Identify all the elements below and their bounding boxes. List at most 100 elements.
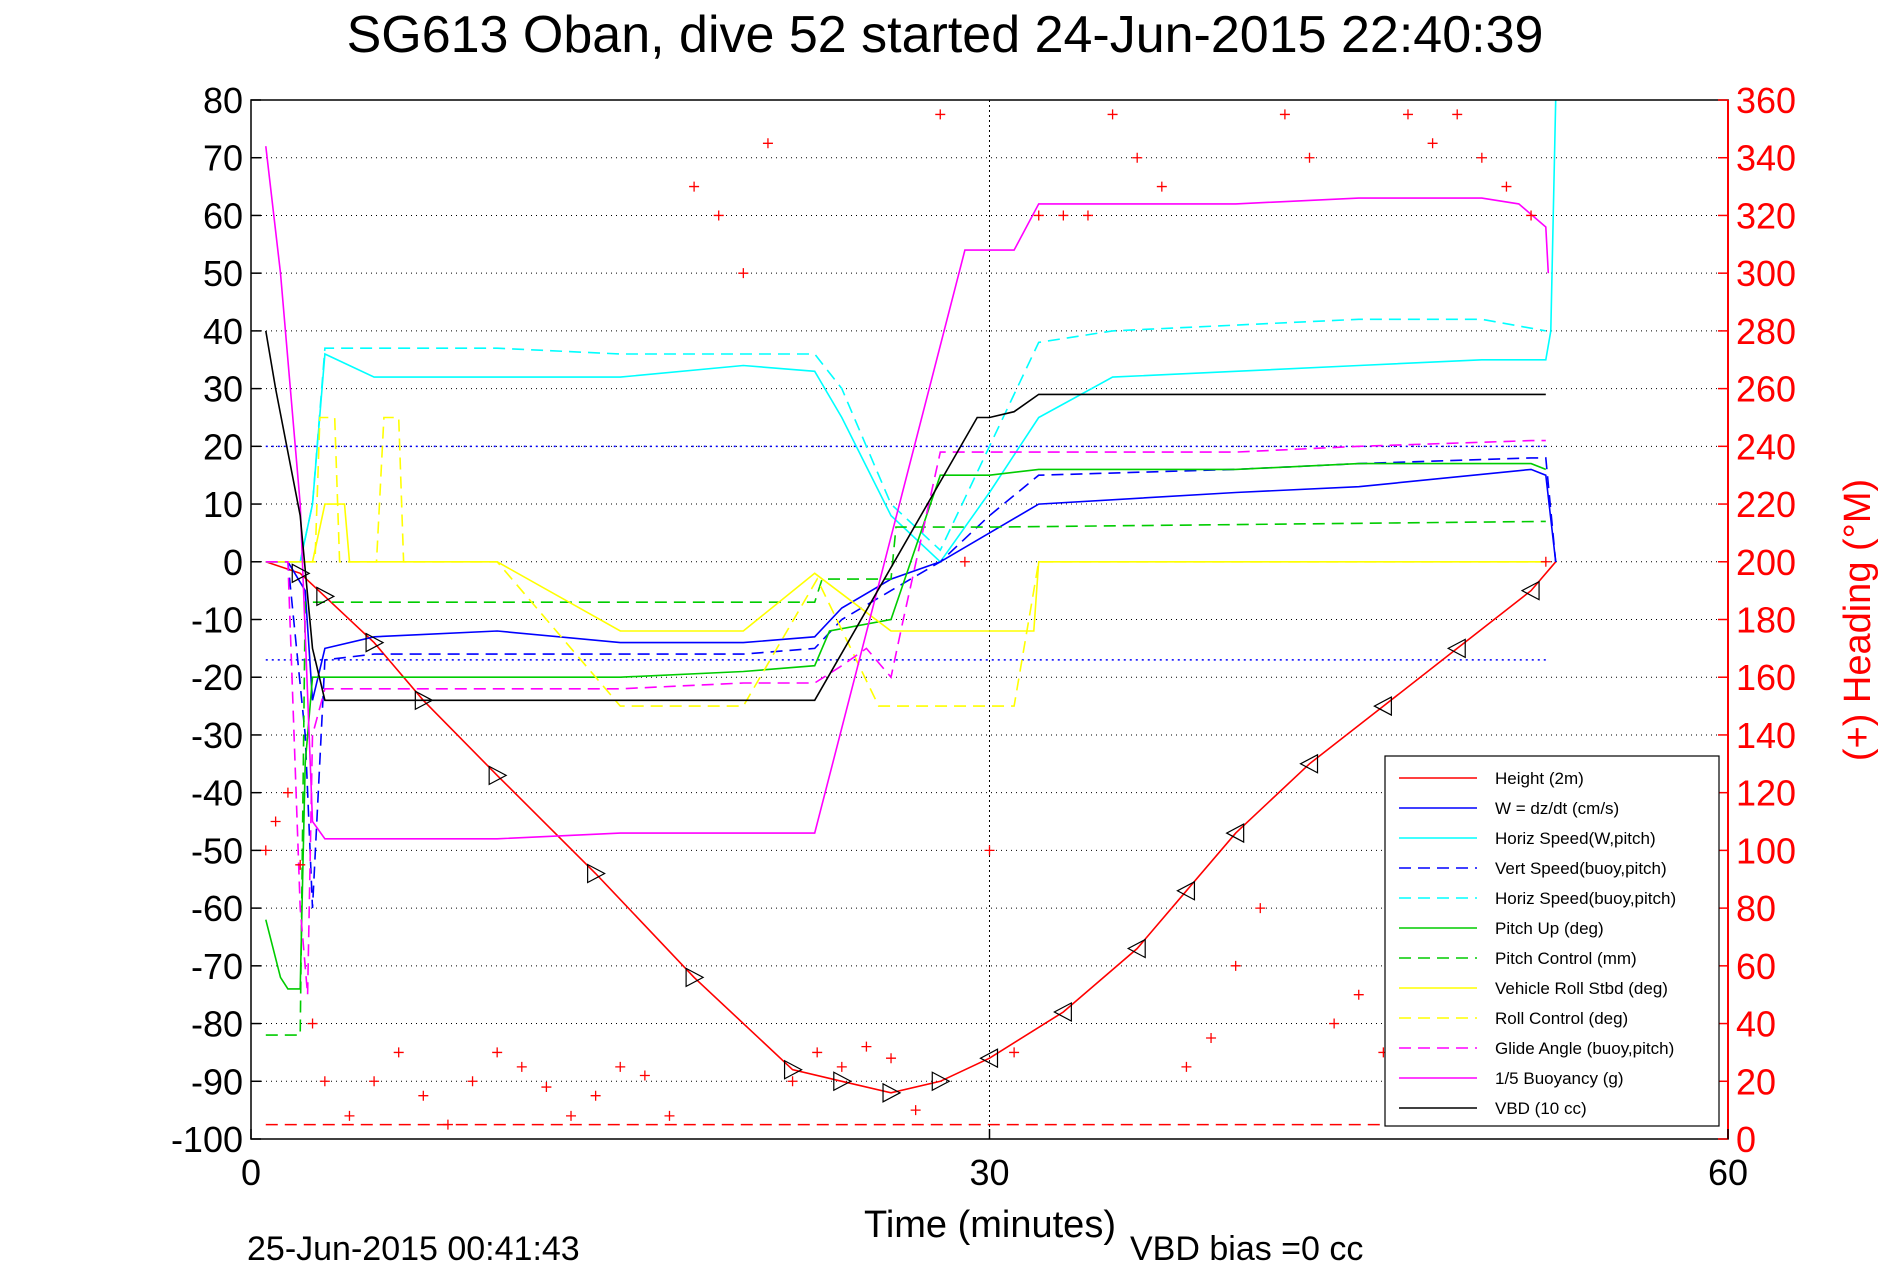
left-axis-ticks: 80 70 60 50 40 30 20 10 0 -10 -20 -30 -40 -50 -60 -70 -8… xyxy=(171,80,261,1160)
heading-point xyxy=(738,268,749,279)
height-marker xyxy=(882,1082,902,1103)
heading-point xyxy=(762,138,773,149)
y-tick-label: -90 xyxy=(191,1061,243,1102)
heading-point xyxy=(1156,181,1167,192)
heading-point xyxy=(1255,903,1266,914)
y-tick-label: 20 xyxy=(203,426,243,467)
heading-point xyxy=(689,181,700,192)
heading-point xyxy=(541,1082,552,1093)
heading-point xyxy=(369,1076,380,1087)
y2-tick-label: 20 xyxy=(1736,1061,1776,1102)
heading-point xyxy=(836,1061,847,1072)
series-line-0 xyxy=(265,561,1557,1094)
heading-point xyxy=(1304,152,1315,163)
y2-tick-label: 60 xyxy=(1736,946,1776,987)
heading-point xyxy=(1526,210,1537,221)
y-tick-label: -60 xyxy=(191,888,243,929)
height-marker xyxy=(365,632,385,653)
legend-label-11: VBD (10 cc) xyxy=(1495,1099,1587,1118)
heading-point xyxy=(393,1047,404,1058)
heading-point xyxy=(1033,210,1044,221)
heading-point xyxy=(344,1110,355,1121)
heading-point xyxy=(295,859,306,870)
legend-label-3: Vert Speed(buoy,pitch) xyxy=(1495,859,1667,878)
legend-box xyxy=(1384,755,1720,1127)
heading-point xyxy=(1181,1061,1192,1072)
heading-point xyxy=(1279,109,1290,120)
heading-point xyxy=(418,1090,429,1101)
height-marker xyxy=(979,1048,999,1069)
heading-point xyxy=(1427,138,1438,149)
y2-tick-label: 80 xyxy=(1736,888,1776,929)
heading-point xyxy=(1107,109,1118,120)
series-line-2 xyxy=(265,99,1557,564)
y-tick-label: -50 xyxy=(191,830,243,871)
heading-point xyxy=(270,816,281,827)
x-tick-label: 30 xyxy=(969,1152,1009,1193)
y-tick-label: 80 xyxy=(203,80,243,121)
heading-point xyxy=(1009,1047,1020,1058)
height-marker xyxy=(414,690,434,711)
vbd-bias-label: VBD bias =0 cc xyxy=(1130,1230,1363,1262)
series-line-3 xyxy=(265,457,1557,909)
y2-tick-label: 140 xyxy=(1736,715,1796,756)
height-marker xyxy=(1446,638,1466,659)
heading-point xyxy=(713,210,724,221)
height-marker xyxy=(488,765,508,786)
legend-label-4: Horiz Speed(buoy,pitch) xyxy=(1495,889,1676,908)
series-line-4 xyxy=(265,318,1546,563)
heading-point xyxy=(910,1105,921,1116)
legend-label-1: W = dz/dt (cm/s) xyxy=(1495,799,1619,818)
legend-label-10: 1/5 Buoyancy (g) xyxy=(1495,1069,1624,1088)
legend-label-6: Pitch Control (mm) xyxy=(1495,949,1637,968)
series-line-10 xyxy=(265,146,1550,840)
legend-label-5: Pitch Up (deg) xyxy=(1495,919,1604,938)
y2-tick-label: 120 xyxy=(1736,773,1796,814)
reference-lines xyxy=(265,445,1546,1126)
heading-point xyxy=(1402,109,1413,120)
height-marker xyxy=(1520,580,1540,601)
y-tick-label: 60 xyxy=(203,195,243,236)
height-marker xyxy=(1126,938,1146,959)
heading-point xyxy=(566,1110,577,1121)
heading-point xyxy=(886,1053,897,1064)
heading-point xyxy=(1329,1018,1340,1029)
footer-timestamp: 25-Jun-2015 00:41:43 xyxy=(247,1230,580,1262)
heading-point xyxy=(442,1119,453,1130)
y-tick-label: -80 xyxy=(191,1004,243,1045)
heading-point xyxy=(1230,960,1241,971)
heading-point xyxy=(1132,152,1143,163)
data-series xyxy=(265,99,1557,1103)
heading-point xyxy=(1353,989,1364,1000)
heading-point xyxy=(1501,181,1512,192)
series-line-11 xyxy=(265,330,1546,702)
y-tick-label: 70 xyxy=(203,138,243,179)
legend-label-9: Glide Angle (buoy,pitch) xyxy=(1495,1039,1674,1058)
heading-point xyxy=(615,1061,626,1072)
y2-tick-label: 360 xyxy=(1736,80,1796,121)
x-tick-label: 0 xyxy=(241,1152,261,1193)
heading-point xyxy=(282,787,293,798)
height-marker xyxy=(931,1071,951,1092)
heading-markers xyxy=(260,109,1551,1130)
y-tick-label: -20 xyxy=(191,657,243,698)
y2-tick-label: 0 xyxy=(1736,1119,1756,1160)
y-tick-label: -100 xyxy=(171,1119,243,1160)
height-marker xyxy=(291,563,311,584)
height-marker xyxy=(1225,823,1245,844)
heading-point xyxy=(812,1047,823,1058)
heading-point xyxy=(467,1076,478,1087)
y2-tick-label: 200 xyxy=(1736,542,1796,583)
legend: Height (2m) W = dz/dt (cm/s) Horiz Speed(W… xyxy=(1384,755,1720,1127)
y-tick-label: -10 xyxy=(191,600,243,641)
y-tick-label: 10 xyxy=(203,484,243,525)
heading-point xyxy=(664,1110,675,1121)
heading-point xyxy=(639,1070,650,1081)
height-marker xyxy=(1053,1002,1072,1023)
y-tick-label: -40 xyxy=(191,773,243,814)
heading-point xyxy=(516,1061,527,1072)
heading-point xyxy=(1540,556,1551,567)
heading-point xyxy=(1082,210,1093,221)
